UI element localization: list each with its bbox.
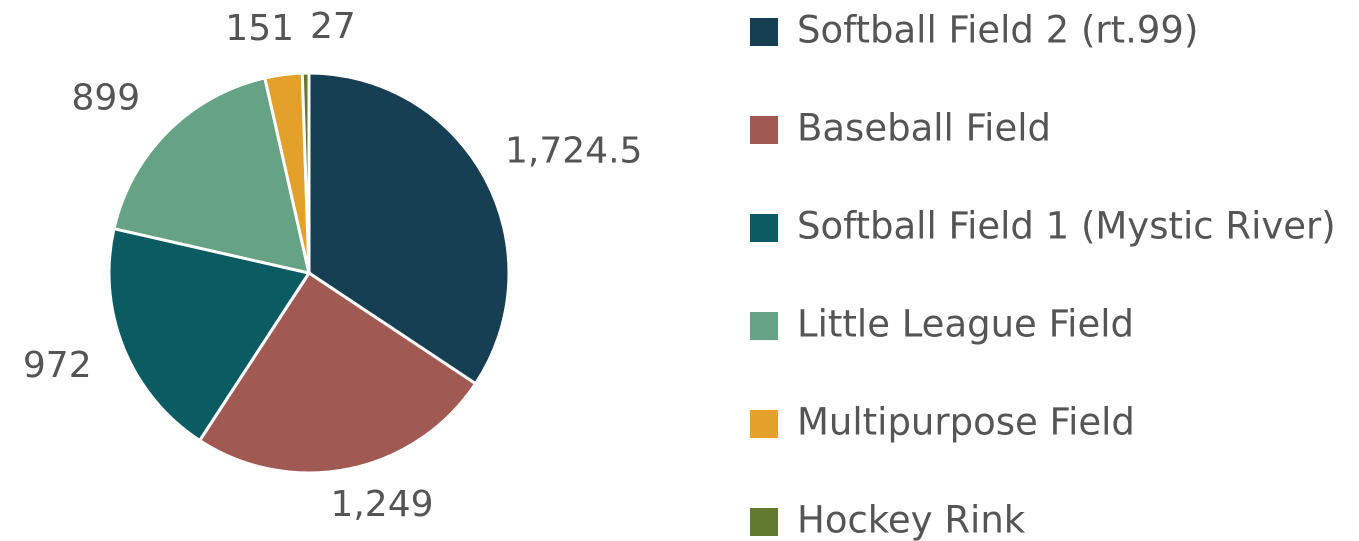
value-label: 1,724.5 [505,131,642,172]
legend-swatch [750,312,778,340]
pie-slice [107,226,312,443]
value-label: 972 [23,345,92,386]
value-label: 151 [225,8,294,49]
legend-label: Little League Field [797,303,1134,346]
value-label: 899 [71,78,140,119]
legend-swatch [750,116,778,144]
legend-swatch [750,214,778,242]
value-label: 1,249 [330,484,433,525]
legend-label: Softball Field 2 (rt.99) [797,9,1198,52]
legend-swatch [750,508,778,536]
legend-label: Multipurpose Field [797,401,1135,444]
pie-slice [300,71,311,274]
legend-label: Hockey Rink [797,499,1026,541]
legend-swatch [750,18,778,46]
value-label: 27 [310,6,356,47]
legend-label: Softball Field 1 (Mystic River) [797,205,1336,248]
legend-swatch [750,410,778,438]
pie-slice [197,270,478,475]
pie-slice [112,76,311,275]
legend-label: Baseball Field [797,107,1051,150]
